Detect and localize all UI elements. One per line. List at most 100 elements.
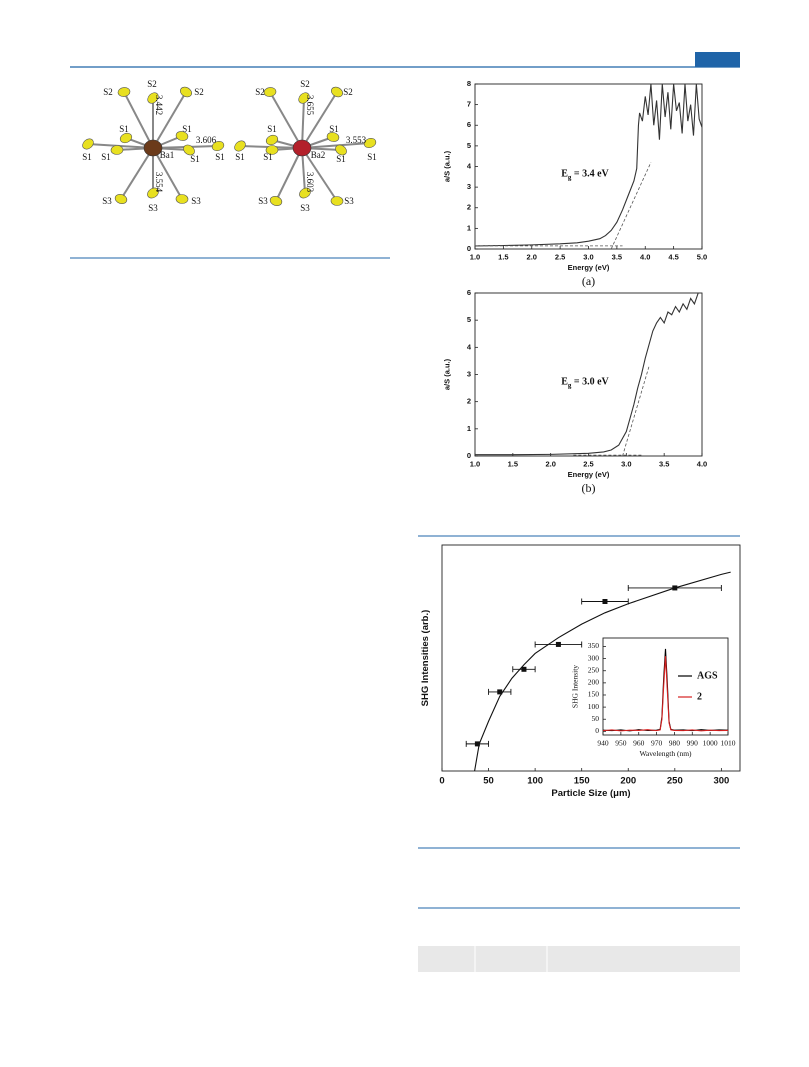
atom-label: S2 [300,79,310,89]
series-line [475,84,702,247]
header-tab [695,52,740,67]
sulfur-atom [331,86,343,98]
x-tick-label: 200 [620,776,636,787]
x-tick-label: 4.0 [640,253,650,262]
x-tick-label: 50 [483,776,494,787]
figure-caption: (b) [582,481,596,495]
atom-label: S3 [148,203,158,213]
atom-label: S3 [300,203,310,213]
sulfur-atom [269,196,283,206]
y-tick-label: 50 [592,714,600,723]
atom-label: S1 [336,154,346,164]
series-line [622,366,650,456]
sulfur-atom [326,132,340,142]
data-point [602,599,608,604]
x-tick-label: 4.5 [668,253,678,262]
sulfur-atom [298,92,310,104]
x-tick-label: 1.0 [470,253,480,262]
plot-area [603,648,728,732]
x-tick-label: 940 [597,739,609,748]
x-axis-label: Wavelength (nm) [639,749,692,758]
data-point [521,666,527,672]
atom-label: S1 [119,124,129,134]
atom-label: 3.606 [196,135,217,145]
y-tick-label: 3 [467,369,471,378]
plot-area [475,293,702,456]
x-axis-label: Energy (eV) [568,263,610,272]
y-tick-label: 6 [467,120,471,129]
legend-label: AGS [697,670,718,681]
barium-atom [143,139,163,157]
atom-label: S1 [263,152,273,162]
bond [152,91,187,149]
crystal-structure: S2 S2 S2 S1 S1 3.606 S1 S1 Ba1 S1 S1 S3 S3 S3 3.442 3.5… [82,79,377,213]
sulfur-atom [183,144,195,156]
atom-label: 3.655 [305,95,315,116]
x-tick-label: 4.0 [697,460,707,469]
x-tick-label: 300 [713,776,729,787]
sulfur-atom [330,196,344,206]
atom-label: S3 [102,196,112,206]
x-tick-label: 1.5 [508,460,518,469]
atom-label: 3.553 [346,135,367,145]
atom-label: Ba1 [160,150,175,160]
series-line [475,293,702,456]
annotation: Eg = 3.0 eV [561,376,609,389]
atom-label: S1 [190,154,200,164]
series-line [603,656,728,732]
x-tick-label: 250 [667,776,683,787]
sulfur-atom [211,141,225,151]
atom-label: S1 [101,152,111,162]
data-point [474,741,480,747]
annotation-text: = 3.0 eV [571,376,609,387]
x-axis-label: Energy (eV) [568,470,610,479]
sulfur-atom [263,87,277,97]
sulfur-atom [234,140,246,152]
x-tick-label: 1010 [721,739,736,748]
sulfur-atom [265,145,279,155]
bond [152,147,183,200]
atom-label: S1 [329,124,339,134]
sulfur-atom [299,187,311,199]
x-tick-label: 970 [651,739,663,748]
annotation-subscript: g [568,173,572,181]
legend-label: 2 [697,691,702,702]
x-tick-label: 3.0 [621,460,631,469]
sulfur-atom [335,144,347,156]
y-tick-label: 1 [467,223,471,232]
y-tick-label: 6 [467,288,471,297]
y-tick-label: 350 [588,641,600,650]
y-tick-label: 2 [467,397,471,406]
x-tick-label: 150 [574,776,590,787]
x-tick-label: 990 [687,739,699,748]
y-tick-label: 0 [595,726,599,735]
atom-label: S1 [235,152,245,162]
bond [301,97,305,149]
bond [301,142,371,149]
y-tick-label: 7 [467,100,471,109]
sulfur-atom [147,92,159,104]
x-tick-label: 1.0 [470,460,480,469]
atom-label: S1 [367,152,377,162]
y-axis-label: a/S (a.u.) [443,358,452,390]
bond [301,147,338,202]
y-tick-label: 4 [467,161,472,170]
atom-label: 3.603 [305,172,315,193]
y-tick-label: 5 [467,315,471,324]
chart: 1.0 1.5 2.0 2.5 3.0 3.5 4.0 0 1 2 3 4 5 6 Energy (eV) a… [443,288,708,495]
table-row [418,946,740,972]
x-tick-label: 100 [527,776,543,787]
x-tick-label: 3.5 [659,460,669,469]
data-point [555,641,561,647]
x-tick-label: 2.5 [583,460,593,469]
sulfur-atom [175,131,189,141]
chart: 940 950 960 970 980 990 1000 1010 0 50 100 150 200 25… [571,637,736,758]
atom-label: S3 [344,196,354,206]
x-tick-label: 950 [615,739,627,748]
y-tick-label: 2 [467,203,471,212]
figure-caption: (a) [582,274,595,288]
bond [123,91,154,149]
atom-label: S2 [147,79,157,89]
